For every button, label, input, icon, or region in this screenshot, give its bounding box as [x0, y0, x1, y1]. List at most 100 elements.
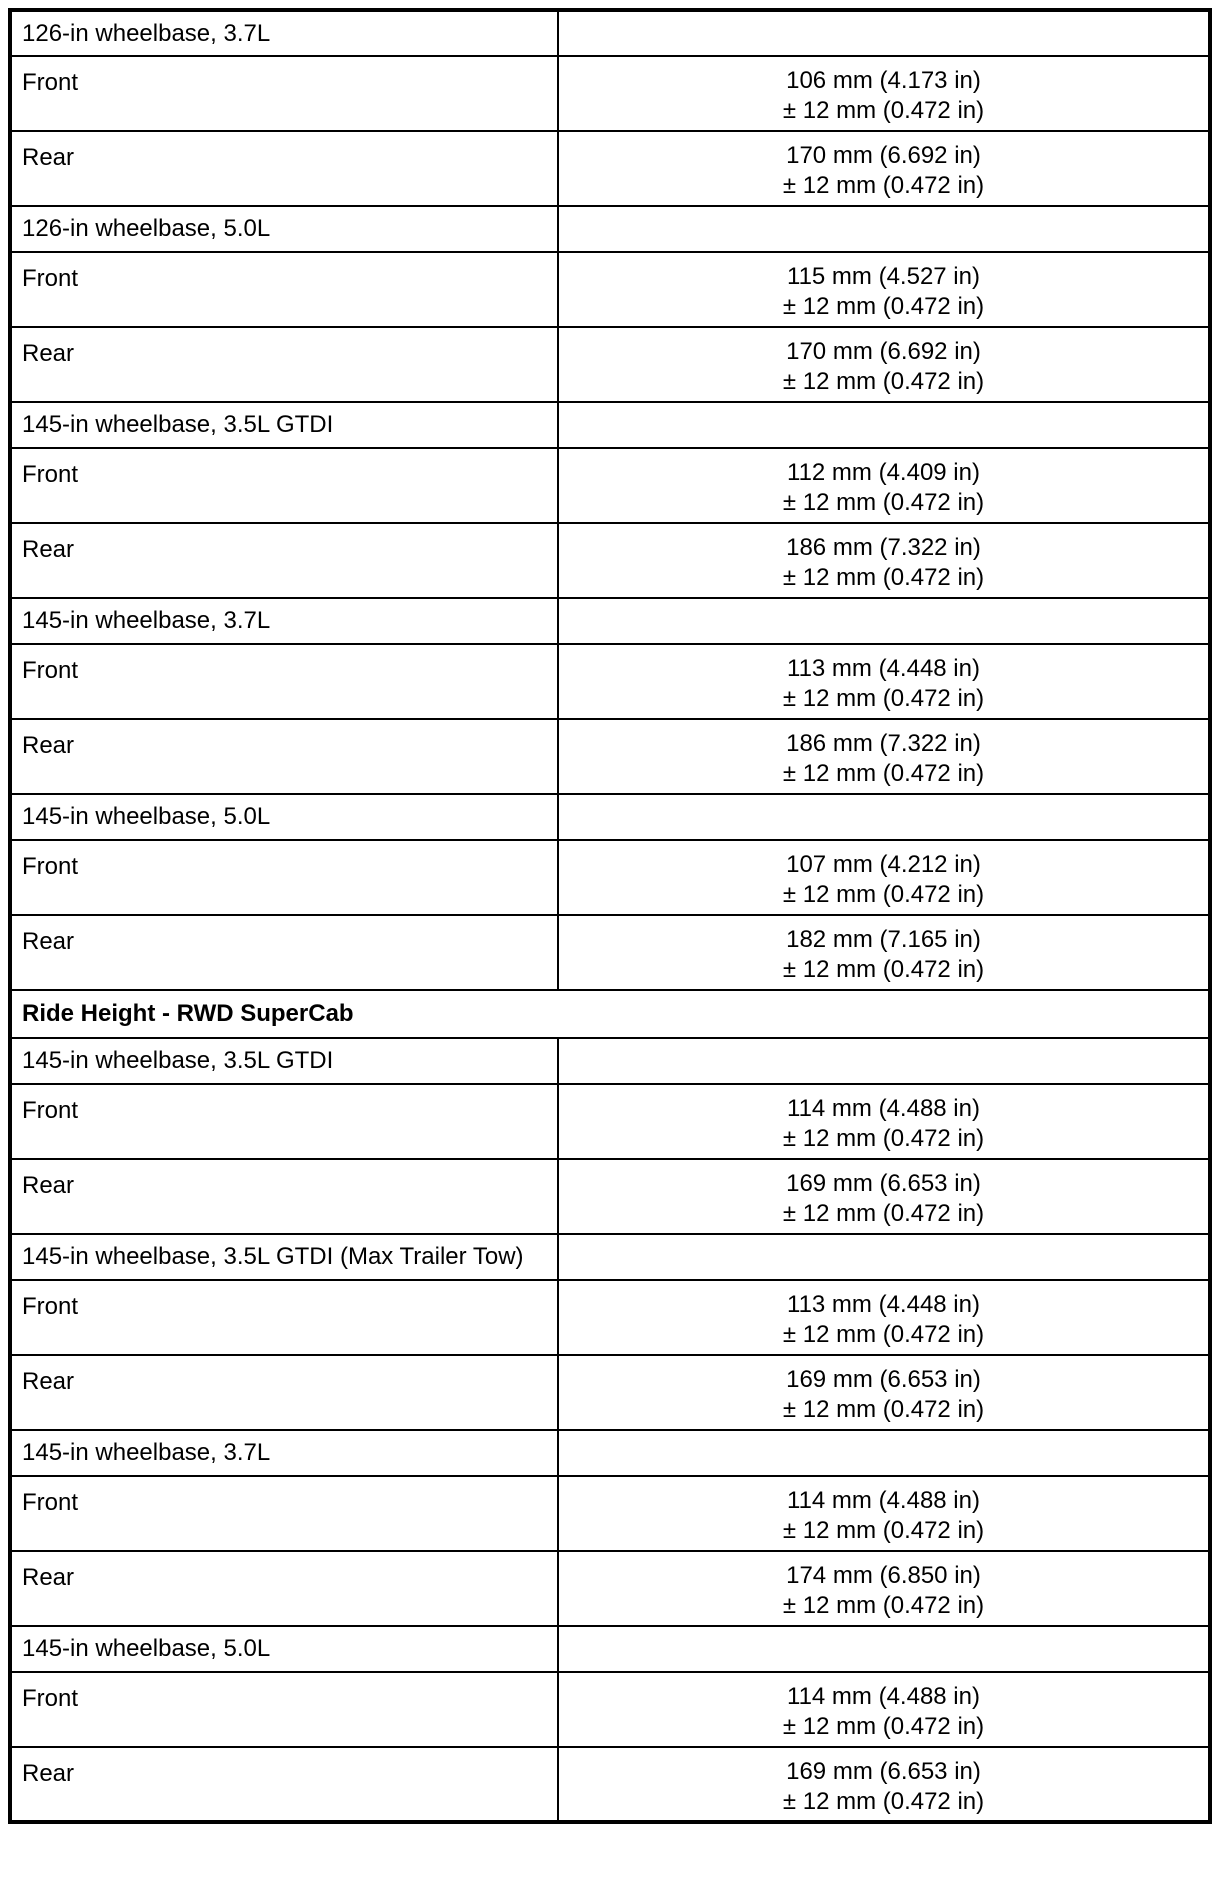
measurement-tolerance: ± 12 mm (0.472 in) — [782, 1321, 985, 1348]
measurement-tolerance: ± 12 mm (0.472 in) — [782, 760, 985, 787]
position-label: Rear — [9, 1354, 559, 1431]
measurement-value: 113 mm (4.448 in) — [787, 655, 980, 682]
position-label: Rear — [9, 718, 559, 795]
config-header-row: 145-in wheelbase, 5.0L — [9, 1625, 1211, 1673]
config-header-row: 145-in wheelbase, 3.7L — [9, 597, 1211, 645]
position-label: Front — [9, 643, 559, 720]
measurement-value: 114 mm (4.488 in) — [787, 1683, 980, 1710]
measurement-row: Front 115 mm (4.527 in) ± 12 mm (0.472 in) — [9, 251, 1211, 328]
measurement-tolerance: ± 12 mm (0.472 in) — [782, 956, 985, 983]
measurement-cell: 182 mm (7.165 in) ± 12 mm (0.472 in) — [557, 914, 1211, 991]
position-label: Front — [9, 1083, 559, 1160]
measurement-value: 114 mm (4.488 in) — [787, 1095, 980, 1122]
measurement-value: 169 mm (6.653 in) — [786, 1758, 981, 1785]
measurement-value: 170 mm (6.692 in) — [786, 142, 981, 169]
measurement-tolerance: ± 12 mm (0.472 in) — [782, 1592, 985, 1619]
position-label: Front — [9, 1671, 559, 1748]
measurement-row: Rear 174 mm (6.850 in) ± 12 mm (0.472 in) — [9, 1550, 1211, 1627]
position-label: Rear — [9, 130, 559, 207]
section-header-row: Ride Height - RWD SuperCab — [9, 989, 1211, 1039]
measurement-cell: 115 mm (4.527 in) ± 12 mm (0.472 in) — [557, 251, 1211, 328]
config-header-row: 145-in wheelbase, 3.7L — [9, 1429, 1211, 1477]
measurement-value: 170 mm (6.692 in) — [786, 338, 981, 365]
measurement-row: Front 106 mm (4.173 in) ± 12 mm (0.472 in) — [9, 55, 1211, 132]
position-label: Front — [9, 55, 559, 132]
empty-cell — [557, 1429, 1211, 1477]
position-label: Rear — [9, 1550, 559, 1627]
measurement-tolerance: ± 12 mm (0.472 in) — [782, 1788, 985, 1815]
measurement-row: Front 114 mm (4.488 in) ± 12 mm (0.472 in) — [9, 1475, 1211, 1552]
measurement-tolerance: ± 12 mm (0.472 in) — [782, 172, 985, 199]
position-label: Rear — [9, 1158, 559, 1235]
measurement-tolerance: ± 12 mm (0.472 in) — [782, 368, 985, 395]
position-label: Rear — [9, 522, 559, 599]
measurement-value: 169 mm (6.653 in) — [786, 1170, 981, 1197]
config-label: 145-in wheelbase, 3.7L — [9, 1429, 559, 1477]
config-header-row: 145-in wheelbase, 3.5L GTDI (Max Trailer… — [9, 1233, 1211, 1281]
measurement-cell: 186 mm (7.322 in) ± 12 mm (0.472 in) — [557, 522, 1211, 599]
measurement-tolerance: ± 12 mm (0.472 in) — [782, 564, 985, 591]
measurement-tolerance: ± 12 mm (0.472 in) — [782, 881, 985, 908]
config-label: 126-in wheelbase, 5.0L — [9, 205, 559, 253]
position-label: Front — [9, 447, 559, 524]
measurement-cell: 169 mm (6.653 in) ± 12 mm (0.472 in) — [557, 1354, 1211, 1431]
measurement-cell: 170 mm (6.692 in) ± 12 mm (0.472 in) — [557, 326, 1211, 403]
empty-cell — [557, 9, 1211, 57]
measurement-value: 113 mm (4.448 in) — [787, 1291, 980, 1318]
spec-table-body: 126-in wheelbase, 3.7L Front 106 mm (4.173… — [9, 9, 1211, 1823]
measurement-row: Rear 182 mm (7.165 in) ± 12 mm (0.472 in) — [9, 914, 1211, 991]
measurement-tolerance: ± 12 mm (0.472 in) — [782, 1125, 985, 1152]
measurement-value: 107 mm (4.212 in) — [786, 851, 981, 878]
config-label: 145-in wheelbase, 3.5L GTDI — [9, 401, 559, 449]
measurement-value: 169 mm (6.653 in) — [786, 1366, 981, 1393]
config-label: 126-in wheelbase, 3.7L — [9, 9, 559, 57]
measurement-tolerance: ± 12 mm (0.472 in) — [782, 1396, 985, 1423]
config-label: 145-in wheelbase, 3.7L — [9, 597, 559, 645]
measurement-row: Front 112 mm (4.409 in) ± 12 mm (0.472 in) — [9, 447, 1211, 524]
position-label: Front — [9, 1279, 559, 1356]
measurement-value: 186 mm (7.322 in) — [786, 534, 981, 561]
position-label: Rear — [9, 326, 559, 403]
position-label: Front — [9, 251, 559, 328]
measurement-cell: 114 mm (4.488 in) ± 12 mm (0.472 in) — [557, 1671, 1211, 1748]
measurement-value: 115 mm (4.527 in) — [787, 263, 980, 290]
measurement-row: Front 107 mm (4.212 in) ± 12 mm (0.472 in) — [9, 839, 1211, 916]
config-label: 145-in wheelbase, 5.0L — [9, 1625, 559, 1673]
measurement-cell: 106 mm (4.173 in) ± 12 mm (0.472 in) — [557, 55, 1211, 132]
config-label: 145-in wheelbase, 3.5L GTDI — [9, 1037, 559, 1085]
measurement-tolerance: ± 12 mm (0.472 in) — [782, 685, 985, 712]
empty-cell — [557, 401, 1211, 449]
config-header-row: 126-in wheelbase, 5.0L — [9, 205, 1211, 253]
measurement-cell: 114 mm (4.488 in) ± 12 mm (0.472 in) — [557, 1475, 1211, 1552]
measurement-row: Front 113 mm (4.448 in) ± 12 mm (0.472 in) — [9, 1279, 1211, 1356]
empty-cell — [557, 597, 1211, 645]
measurement-row: Rear 169 mm (6.653 in) ± 12 mm (0.472 in) — [9, 1354, 1211, 1431]
measurement-cell: 169 mm (6.653 in) ± 12 mm (0.472 in) — [557, 1746, 1211, 1823]
measurement-value: 174 mm (6.850 in) — [786, 1562, 981, 1589]
position-label: Front — [9, 1475, 559, 1552]
measurement-tolerance: ± 12 mm (0.472 in) — [782, 97, 985, 124]
measurement-row: Rear 170 mm (6.692 in) ± 12 mm (0.472 in) — [9, 326, 1211, 403]
measurement-row: Front 114 mm (4.488 in) ± 12 mm (0.472 in) — [9, 1671, 1211, 1748]
position-label: Front — [9, 839, 559, 916]
measurement-cell: 114 mm (4.488 in) ± 12 mm (0.472 in) — [557, 1083, 1211, 1160]
config-header-row: 145-in wheelbase, 3.5L GTDI — [9, 401, 1211, 449]
measurement-row: Rear 186 mm (7.322 in) ± 12 mm (0.472 in) — [9, 522, 1211, 599]
measurement-row: Rear 186 mm (7.322 in) ± 12 mm (0.472 in) — [9, 718, 1211, 795]
measurement-cell: 170 mm (6.692 in) ± 12 mm (0.472 in) — [557, 130, 1211, 207]
measurement-value: 182 mm (7.165 in) — [786, 926, 981, 953]
measurement-cell: 113 mm (4.448 in) ± 12 mm (0.472 in) — [557, 643, 1211, 720]
config-label: 145-in wheelbase, 3.5L GTDI (Max Trailer… — [9, 1233, 559, 1281]
measurement-cell: 186 mm (7.322 in) ± 12 mm (0.472 in) — [557, 718, 1211, 795]
empty-cell — [557, 205, 1211, 253]
measurement-row: Rear 169 mm (6.653 in) ± 12 mm (0.472 in) — [9, 1746, 1211, 1823]
config-header-row: 145-in wheelbase, 5.0L — [9, 793, 1211, 841]
measurement-value: 186 mm (7.322 in) — [786, 730, 981, 757]
measurement-value: 106 mm (4.173 in) — [786, 67, 981, 94]
measurement-tolerance: ± 12 mm (0.472 in) — [782, 489, 985, 516]
measurement-tolerance: ± 12 mm (0.472 in) — [782, 1517, 985, 1544]
measurement-cell: 174 mm (6.850 in) ± 12 mm (0.472 in) — [557, 1550, 1211, 1627]
config-header-row: 126-in wheelbase, 3.7L — [9, 9, 1211, 57]
ride-height-spec-table: 126-in wheelbase, 3.7L Front 106 mm (4.173… — [8, 8, 1212, 1824]
